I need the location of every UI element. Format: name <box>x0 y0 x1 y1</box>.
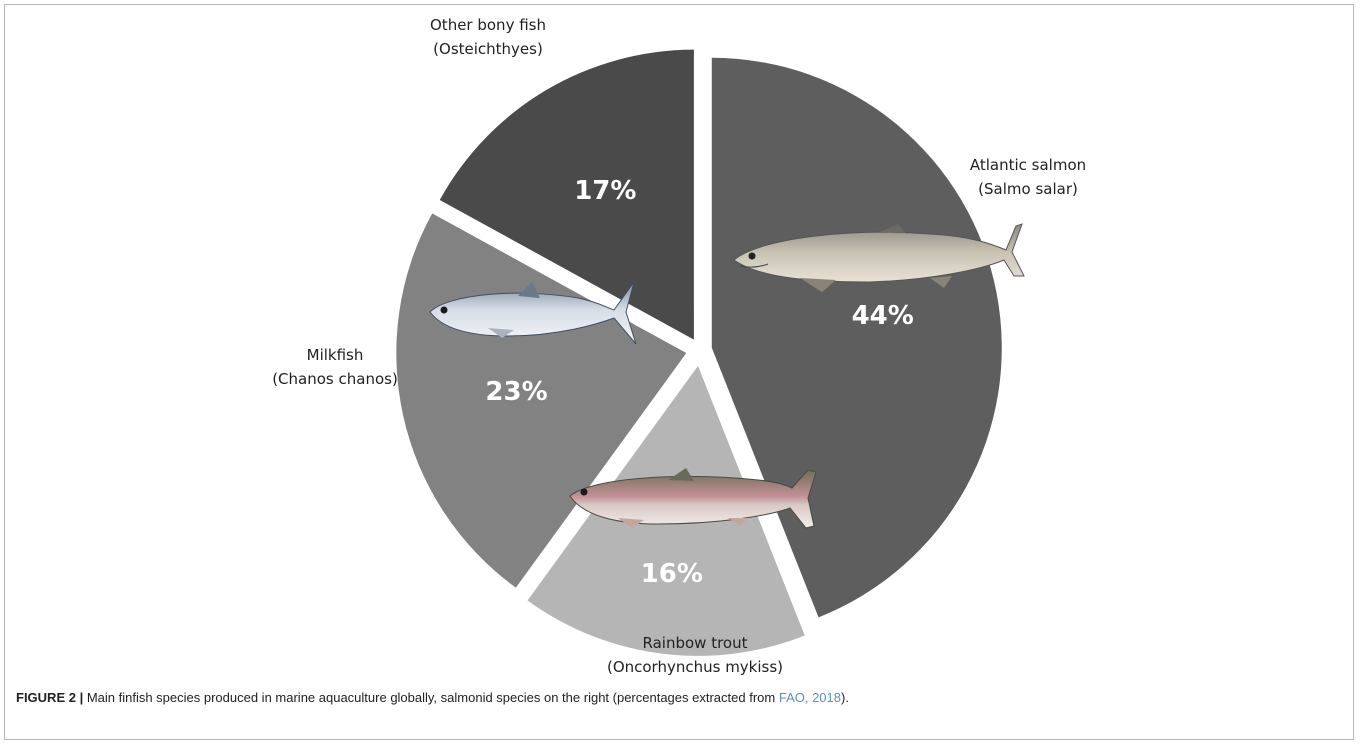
atlantic-salmon-fish-icon <box>733 223 1025 292</box>
slice-name-label: Milkfish <box>307 346 364 364</box>
pie-percent-label: 44% <box>852 301 914 331</box>
slice-name-label: Other bony fish <box>430 16 546 34</box>
slice-name-label: Atlantic salmon <box>970 156 1086 174</box>
figure-caption: FIGURE 2 | Main finfish species produced… <box>16 690 1336 705</box>
pie-percent-label: 17% <box>574 176 636 206</box>
milkfish-fish-icon <box>429 281 637 345</box>
slice-species-label: (Oncorhynchus mykiss) <box>607 658 783 676</box>
slice-species-label: (Osteichthyes) <box>433 40 543 58</box>
rainbow-trout-fish-icon <box>569 468 817 529</box>
caption-label: FIGURE 2 | <box>16 690 84 705</box>
caption-citation-link[interactable]: FAO, 2018 <box>778 690 841 705</box>
slice-name-label: Rainbow trout <box>643 634 748 652</box>
pie-slice-other-bony-fish <box>439 49 694 340</box>
caption-text: Main finfish species produced in marine … <box>83 690 779 705</box>
slice-species-label: (Salmo salar) <box>978 180 1078 198</box>
pie-chart: 44% 16% 23% 17% Atlantic salmon (Salmo salar)… <box>272 16 1086 676</box>
slice-species-label: (Chanos chanos) <box>272 370 398 388</box>
caption-text-end: ). <box>841 690 849 705</box>
pie-percent-label: 23% <box>485 377 547 407</box>
pie-percent-label: 16% <box>641 559 703 589</box>
pie-slice-atlantic-salmon <box>711 57 1002 618</box>
